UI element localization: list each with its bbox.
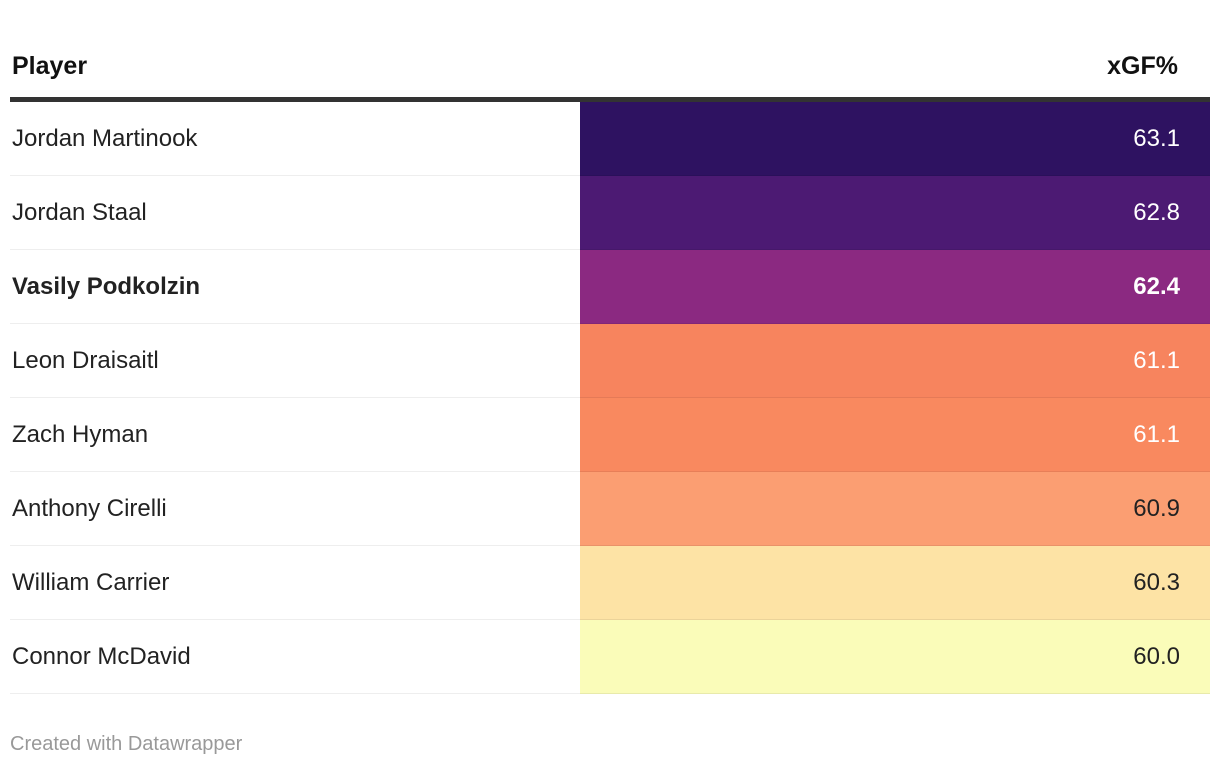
player-name-cell: William Carrier (10, 546, 580, 620)
table-row: Vasily Podkolzin 62.4 (10, 250, 1210, 324)
player-name-cell: Zach Hyman (10, 398, 580, 472)
player-name-cell: Anthony Cirelli (10, 472, 580, 546)
column-header-xgf: xGF% (1107, 52, 1178, 80)
player-name-cell: Jordan Staal (10, 176, 580, 250)
datawrapper-credit-link[interactable]: Created with Datawrapper (10, 733, 243, 755)
table-row: Jordan Staal 62.8 (10, 176, 1210, 250)
xgf-value-cell: 62.8 (580, 176, 1210, 250)
table-row: William Carrier 60.3 (10, 546, 1210, 620)
player-name-cell: Jordan Martinook (10, 102, 580, 176)
xgf-value-cell: 61.1 (580, 398, 1210, 472)
table-row: Zach Hyman 61.1 (10, 398, 1210, 472)
player-name-cell: Leon Draisaitl (10, 324, 580, 398)
heatmap-table: Player xGF% Jordan Martinook 63.1 Jordan S… (10, 0, 1210, 694)
column-header-player: Player (12, 52, 88, 80)
table-row: Leon Draisaitl 61.1 (10, 324, 1210, 398)
player-name-cell: Vasily Podkolzin (10, 250, 580, 324)
table-header-row: Player xGF% (10, 0, 1210, 102)
xgf-value-cell: 60.3 (580, 546, 1210, 620)
player-name-cell: Connor McDavid (10, 620, 580, 694)
table-row: Jordan Martinook 63.1 (10, 102, 1210, 176)
table-body: Jordan Martinook 63.1 Jordan Staal 62.8 Vasi… (10, 102, 1210, 694)
xgf-value-cell: 60.0 (580, 620, 1210, 694)
xgf-value-cell: 63.1 (580, 102, 1210, 176)
xgf-value-cell: 61.1 (580, 324, 1210, 398)
xgf-value-cell: 60.9 (580, 472, 1210, 546)
xgf-value-cell: 62.4 (580, 250, 1210, 324)
table-row: Anthony Cirelli 60.9 (10, 472, 1210, 546)
table-row: Connor McDavid 60.0 (10, 620, 1210, 694)
